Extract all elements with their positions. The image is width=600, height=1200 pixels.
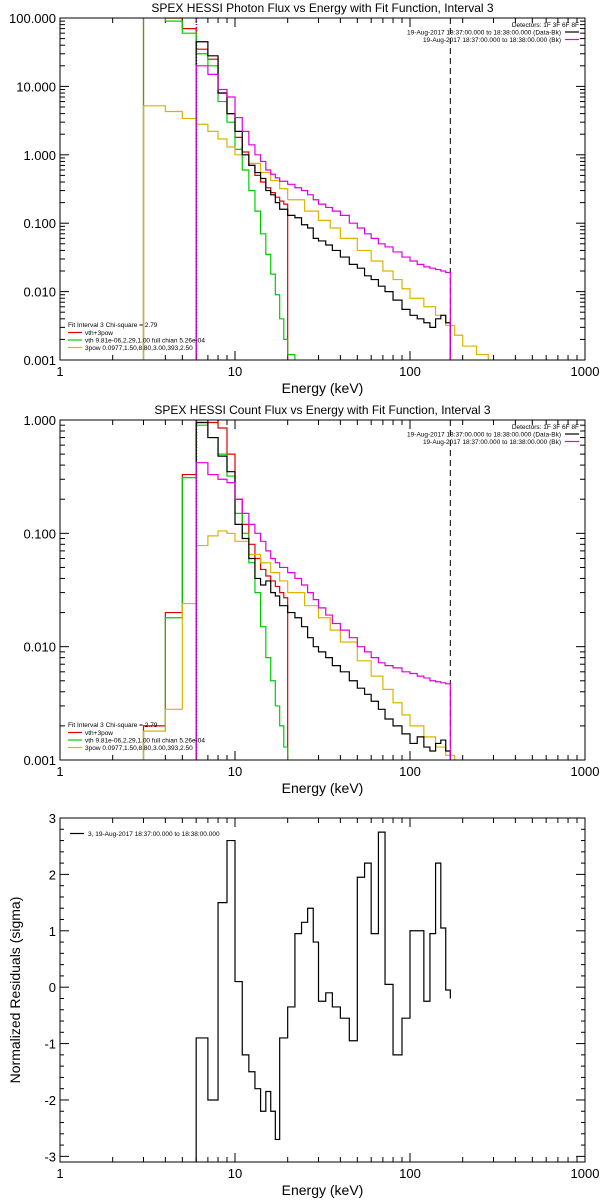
y-tick-label: -3	[44, 1149, 56, 1164]
series-line-1	[142, 18, 289, 360]
chart-2: SPEX HESSI Count Flux vs Energy with Fit…	[23, 403, 599, 796]
header-line: 19-Aug-2017 18:37:00.000 to 18:38:00.000…	[423, 439, 561, 446]
x-axis-label: Energy (keV)	[282, 780, 364, 796]
y-tick-label: 0.100	[23, 526, 56, 541]
plot-frame	[59, 419, 586, 761]
chart-title: SPEX HESSI Photon Flux vs Energy with Fi…	[151, 1, 493, 15]
chart-title: SPEX HESSI Count Flux vs Energy with Fit…	[154, 403, 490, 417]
header-line: 19-Aug-2017 18:37:00.000 to 18:38:00.000…	[407, 432, 561, 439]
header-line: Detectors: 1F 3F 6F 8F	[512, 22, 579, 29]
chart-3: 1 10 100 1000 Energy (keV) -3 -2 -1 0 1 2 3 Normaliz…	[7, 811, 599, 1198]
x-axis-label: Energy (keV)	[282, 380, 364, 396]
x-tick-label: 100	[399, 364, 421, 379]
legend-label: vth+3pow	[85, 330, 113, 337]
y-tick-label: 0.001	[23, 353, 56, 368]
y-tick-label: 0.001	[23, 753, 56, 768]
legend-label: vth 9.81e-06,2.29,1.00 full chian 5.26e-…	[85, 338, 205, 345]
x-tick-label: 1	[56, 764, 63, 779]
header-line: 19-Aug-2017 18:37:00.000 to 18:38:00.000…	[407, 30, 561, 37]
chart-1: SPEX HESSI Photon Flux vs Energy with Fi…	[9, 1, 600, 396]
series-line-3	[142, 105, 489, 360]
series-line-5	[195, 65, 451, 360]
legend-label: 3, 19-Aug-2017 18:37:00.000 to 18:38:00.…	[88, 831, 220, 838]
series-line-2	[142, 424, 296, 760]
legend-title: Fit Interval 3 Chi-square = 2.79	[68, 722, 158, 729]
x-tick-label: 100	[399, 764, 421, 779]
legend-label: 3pow 0.0977,1.50,8.80,3.00,393,2.50	[85, 345, 193, 352]
header-line: Detectors: 1F 3F 6F 8F	[512, 424, 579, 431]
x-tick-label: 10	[228, 1166, 242, 1181]
y-tick-label: -2	[44, 1093, 56, 1108]
series-line-2	[142, 18, 306, 360]
series-line-4	[195, 421, 451, 760]
legend-label: vth 9.81e-06,2.29,1.00 full chian 5.26e-…	[85, 738, 205, 745]
y-tick-label: 3	[49, 811, 56, 826]
y-tick-label: 0.100	[23, 216, 56, 231]
y-tick-label: 100.000	[9, 11, 56, 26]
x-tick-label: 10	[228, 764, 242, 779]
y-tick-label: 0.010	[23, 640, 56, 655]
y-tick-label: -1	[44, 1037, 56, 1052]
x-axis-label: Energy (keV)	[282, 1182, 364, 1198]
legend-label: 3pow 0.0977,1.50,8.80,3.00,393,2.50	[85, 745, 193, 752]
x-tick-label: 100	[399, 1166, 421, 1181]
y-axis-label: Normalized Residuals (sigma)	[7, 897, 23, 1084]
x-tick-label: 1000	[571, 364, 600, 379]
header-line: 19-Aug-2017 18:37:00.000 to 18:38:00.000…	[423, 37, 561, 44]
plot-frame	[59, 17, 586, 361]
series-group	[195, 831, 451, 1162]
legend-title: Fit Interval 3 Chi-square = 2.79	[68, 322, 158, 329]
y-tick-label: 1.000	[23, 148, 56, 163]
x-tick-label: 1	[56, 1166, 63, 1181]
x-tick-label: 10	[228, 364, 242, 379]
y-tick-label: 10.000	[16, 79, 56, 94]
y-tick-label: 0.010	[23, 285, 56, 300]
series-line-3	[142, 530, 456, 760]
series-line-1	[195, 831, 451, 1162]
series-line-4	[195, 41, 451, 360]
series-line-5	[195, 462, 451, 760]
y-tick-label: 1	[49, 924, 56, 939]
x-tick-label: 1	[56, 364, 63, 379]
y-tick-label: 0	[49, 980, 56, 995]
y-tick-label: 2	[49, 867, 56, 882]
x-tick-label: 1000	[571, 1166, 600, 1181]
y-tick-label: 1.000	[23, 413, 56, 428]
series-group	[142, 18, 489, 360]
series-group	[142, 421, 456, 760]
plot-frame	[59, 817, 586, 1163]
legend-label: vth+3pow	[85, 730, 113, 737]
x-tick-label: 1000	[571, 764, 600, 779]
